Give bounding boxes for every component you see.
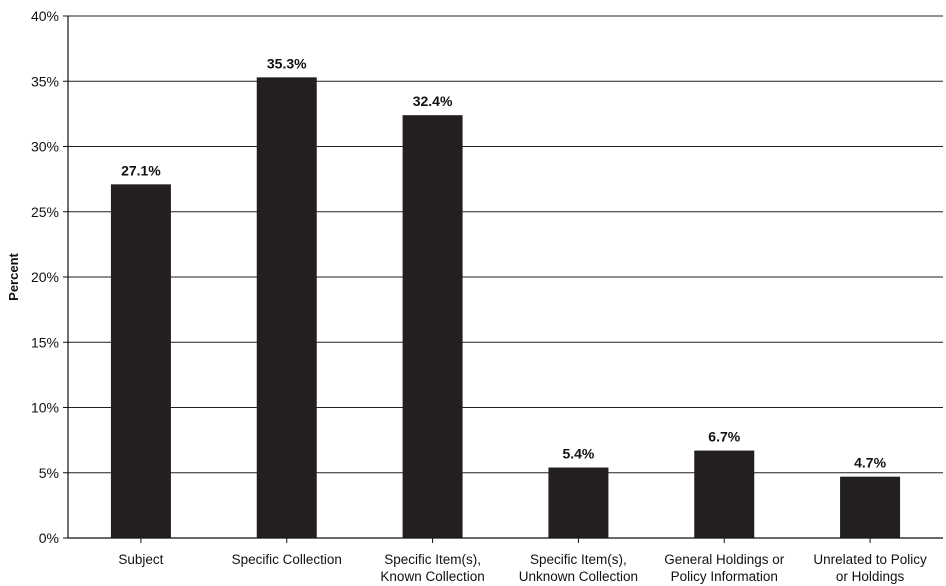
y-tick-label: 40%: [31, 8, 59, 24]
x-tick-label-line: Unrelated to Policy: [813, 552, 927, 567]
x-tick-label: Specific Collection: [232, 552, 342, 567]
data-label: 5.4%: [562, 446, 594, 462]
axes: [63, 15, 943, 543]
gridlines: [68, 15, 943, 474]
y-tick-label: 20%: [31, 269, 59, 285]
bar: [548, 467, 609, 538]
x-tick-label-line: or Holdings: [836, 569, 905, 584]
bars: [110, 77, 901, 539]
data-label: 6.7%: [708, 429, 740, 445]
y-tick-label: 15%: [31, 334, 59, 350]
data-label: 27.1%: [121, 162, 161, 178]
x-tick-label-line: Specific Collection: [232, 552, 342, 567]
bar: [110, 184, 171, 538]
data-label: 35.3%: [267, 55, 307, 71]
data-label: 32.4%: [413, 93, 453, 109]
x-tick-label-line: Policy Information: [671, 569, 778, 584]
data-labels: 27.1% 35.3% 32.4% 5.4% 6.7% 4.7%: [121, 55, 887, 470]
y-tick-labels: 0% 5% 10% 15% 20% 25% 30% 35% 40%: [31, 8, 59, 546]
x-tick-label: General Holdings or Policy Information: [664, 552, 785, 584]
bar: [694, 450, 755, 538]
x-tick-label: Unrelated to Policy or Holdings: [813, 552, 927, 584]
data-label: 4.7%: [854, 455, 886, 471]
x-tick-label-line: Subject: [118, 552, 163, 567]
y-tick-label: 5%: [39, 465, 59, 481]
x-tick-label-line: General Holdings or: [664, 552, 785, 567]
y-axis-label: Percent: [6, 252, 21, 300]
x-tick-label-line: Specific Item(s),: [384, 552, 481, 567]
bar: [256, 77, 317, 539]
x-tick-label-line: Specific Item(s),: [530, 552, 627, 567]
x-tick-labels: Subject Specific Collection Specific Item(…: [118, 552, 927, 584]
x-tick-label: Specific Item(s), Known Collection: [380, 552, 484, 584]
x-tick-label: Subject: [118, 552, 163, 567]
x-tick-label-line: Known Collection: [380, 569, 484, 584]
y-tick-label: 25%: [31, 204, 59, 220]
bar: [840, 476, 901, 538]
y-tick-label: 30%: [31, 139, 59, 155]
y-tick-label: 35%: [31, 73, 59, 89]
y-tick-label: 10%: [31, 400, 59, 416]
x-tick-label-line: Unknown Collection: [519, 569, 638, 584]
bar: [402, 115, 463, 539]
x-tick-label: Specific Item(s), Unknown Collection: [519, 552, 638, 584]
y-tick-label: 0%: [39, 530, 59, 546]
